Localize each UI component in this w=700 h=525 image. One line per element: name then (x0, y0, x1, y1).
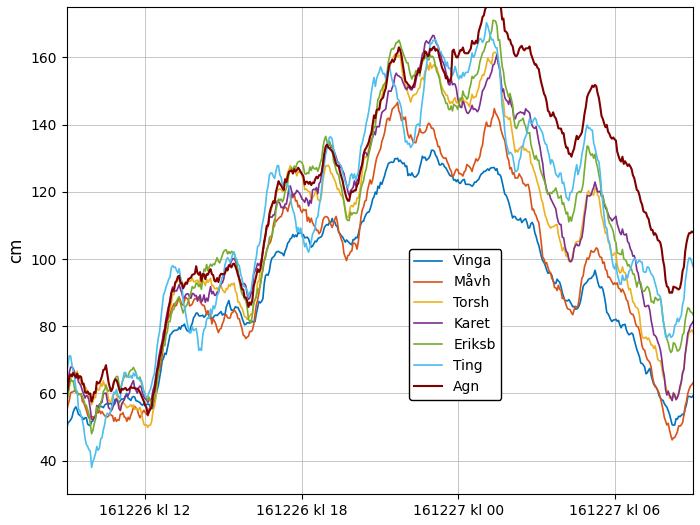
Y-axis label: cm: cm (7, 238, 25, 264)
Måvh (393, 99, 402, 106)
Vinga (413, 172, 421, 178)
Vinga (428, 147, 437, 153)
Line: Torsh: Torsh (66, 52, 693, 427)
Eriksb (88, 430, 96, 437)
Torsh (144, 424, 152, 430)
Karet (328, 142, 337, 149)
Torsh (689, 329, 697, 335)
Agn (526, 43, 534, 49)
Ting (328, 136, 337, 142)
Vinga (62, 425, 71, 431)
Eriksb (414, 67, 423, 74)
Agn (328, 148, 337, 154)
Ting (634, 259, 643, 265)
Torsh (490, 49, 498, 56)
Legend: Vinga, Måvh, Torsh, Karet, Eriksb, Ting, Agn: Vinga, Måvh, Torsh, Karet, Eriksb, Ting,… (409, 249, 501, 400)
Agn (482, 4, 491, 10)
Eriksb (444, 106, 453, 112)
Karet (446, 82, 454, 88)
Karet (428, 32, 437, 38)
Eriksb (526, 130, 534, 136)
Vinga (633, 346, 641, 353)
Ting (62, 370, 71, 376)
Måvh (327, 222, 335, 228)
Agn (444, 79, 453, 85)
Eriksb (489, 17, 497, 24)
Ting (482, 19, 491, 26)
Karet (414, 65, 423, 71)
Agn (144, 412, 152, 418)
Line: Ting: Ting (66, 23, 693, 467)
Vinga (689, 393, 697, 399)
Vinga (524, 225, 533, 231)
Torsh (634, 306, 643, 312)
Karet (89, 416, 97, 423)
Karet (62, 387, 71, 394)
Måvh (668, 437, 676, 443)
Line: Karet: Karet (66, 35, 693, 419)
Torsh (444, 97, 453, 103)
Agn (62, 392, 71, 398)
Torsh (526, 149, 534, 155)
Karet (526, 110, 534, 116)
Eriksb (259, 265, 267, 271)
Ting (689, 264, 697, 270)
Line: Agn: Agn (66, 7, 693, 415)
Torsh (328, 171, 337, 177)
Agn (689, 229, 697, 236)
Agn (414, 66, 423, 72)
Torsh (414, 86, 423, 92)
Agn (259, 247, 267, 254)
Måvh (689, 380, 697, 386)
Karet (259, 249, 267, 256)
Måvh (444, 162, 453, 168)
Måvh (258, 272, 266, 279)
Eriksb (328, 142, 337, 149)
Vinga (444, 170, 453, 176)
Line: Eriksb: Eriksb (66, 20, 693, 434)
Ting (259, 218, 267, 225)
Måvh (62, 407, 71, 414)
Karet (689, 318, 697, 324)
Karet (634, 270, 643, 276)
Måvh (633, 323, 641, 330)
Line: Vinga: Vinga (66, 150, 693, 428)
Ting (526, 116, 534, 122)
Måvh (414, 131, 423, 138)
Eriksb (62, 400, 71, 406)
Ting (414, 121, 423, 127)
Ting (88, 464, 96, 470)
Måvh (524, 181, 533, 187)
Line: Måvh: Måvh (66, 102, 693, 440)
Eriksb (689, 311, 697, 318)
Ting (444, 65, 453, 71)
Vinga (327, 219, 335, 226)
Agn (634, 188, 643, 194)
Torsh (62, 398, 71, 404)
Vinga (258, 298, 266, 304)
Torsh (259, 247, 267, 254)
Eriksb (634, 279, 643, 285)
